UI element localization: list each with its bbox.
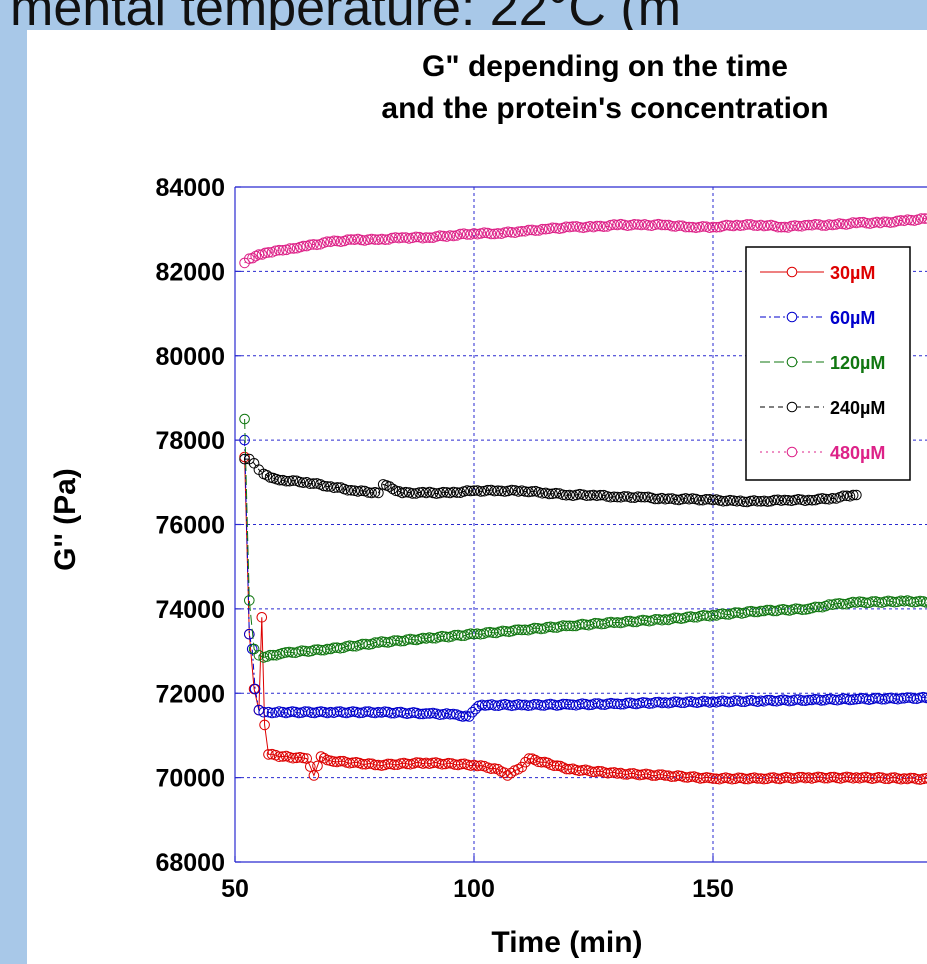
chart-panel: G" depending on the time and the protein'… [27,30,927,964]
x-tick-label: 150 [692,875,734,903]
legend-marker [787,357,797,367]
chart-title-line: G" depending on the time [422,50,788,83]
legend-marker [787,447,797,457]
y-tick-label: 72000 [155,680,225,708]
series-1 [240,452,927,785]
y-tick-label: 82000 [155,258,225,286]
series-line [245,457,927,780]
legend-label: 120µM [830,353,885,373]
series-line [245,440,927,716]
y-tick-label: 68000 [155,849,225,877]
legend-label: 60µM [830,308,875,328]
legend-label: 480µM [830,443,885,463]
g2-time-concentration-chart: G" depending on the time and the protein'… [27,30,927,964]
legend: 30µM 60µM 120µM 240µM 480µM [746,247,910,480]
legend-marker [787,312,797,322]
x-tick-label: 100 [453,875,495,903]
y-tick-label: 76000 [155,512,225,540]
y-tick-label: 74000 [155,596,225,624]
chart-title: G" depending on the time and the protein'… [381,50,828,125]
legend-label: 30µM [830,263,875,283]
y-tick-label: 70000 [155,765,225,793]
legend-marker [787,267,797,277]
legend-marker [787,402,797,412]
chart-title-line: and the protein's concentration [381,92,828,125]
y-axis-label: G'' (Pa) [49,468,82,571]
y-tick-label: 78000 [155,427,225,455]
x-tick-label: 50 [221,875,249,903]
legend-label: 240µM [830,398,885,418]
y-tick-label: 80000 [155,343,225,371]
y-tick-label: 84000 [155,174,225,202]
x-axis-label: Time (min) [491,926,642,959]
